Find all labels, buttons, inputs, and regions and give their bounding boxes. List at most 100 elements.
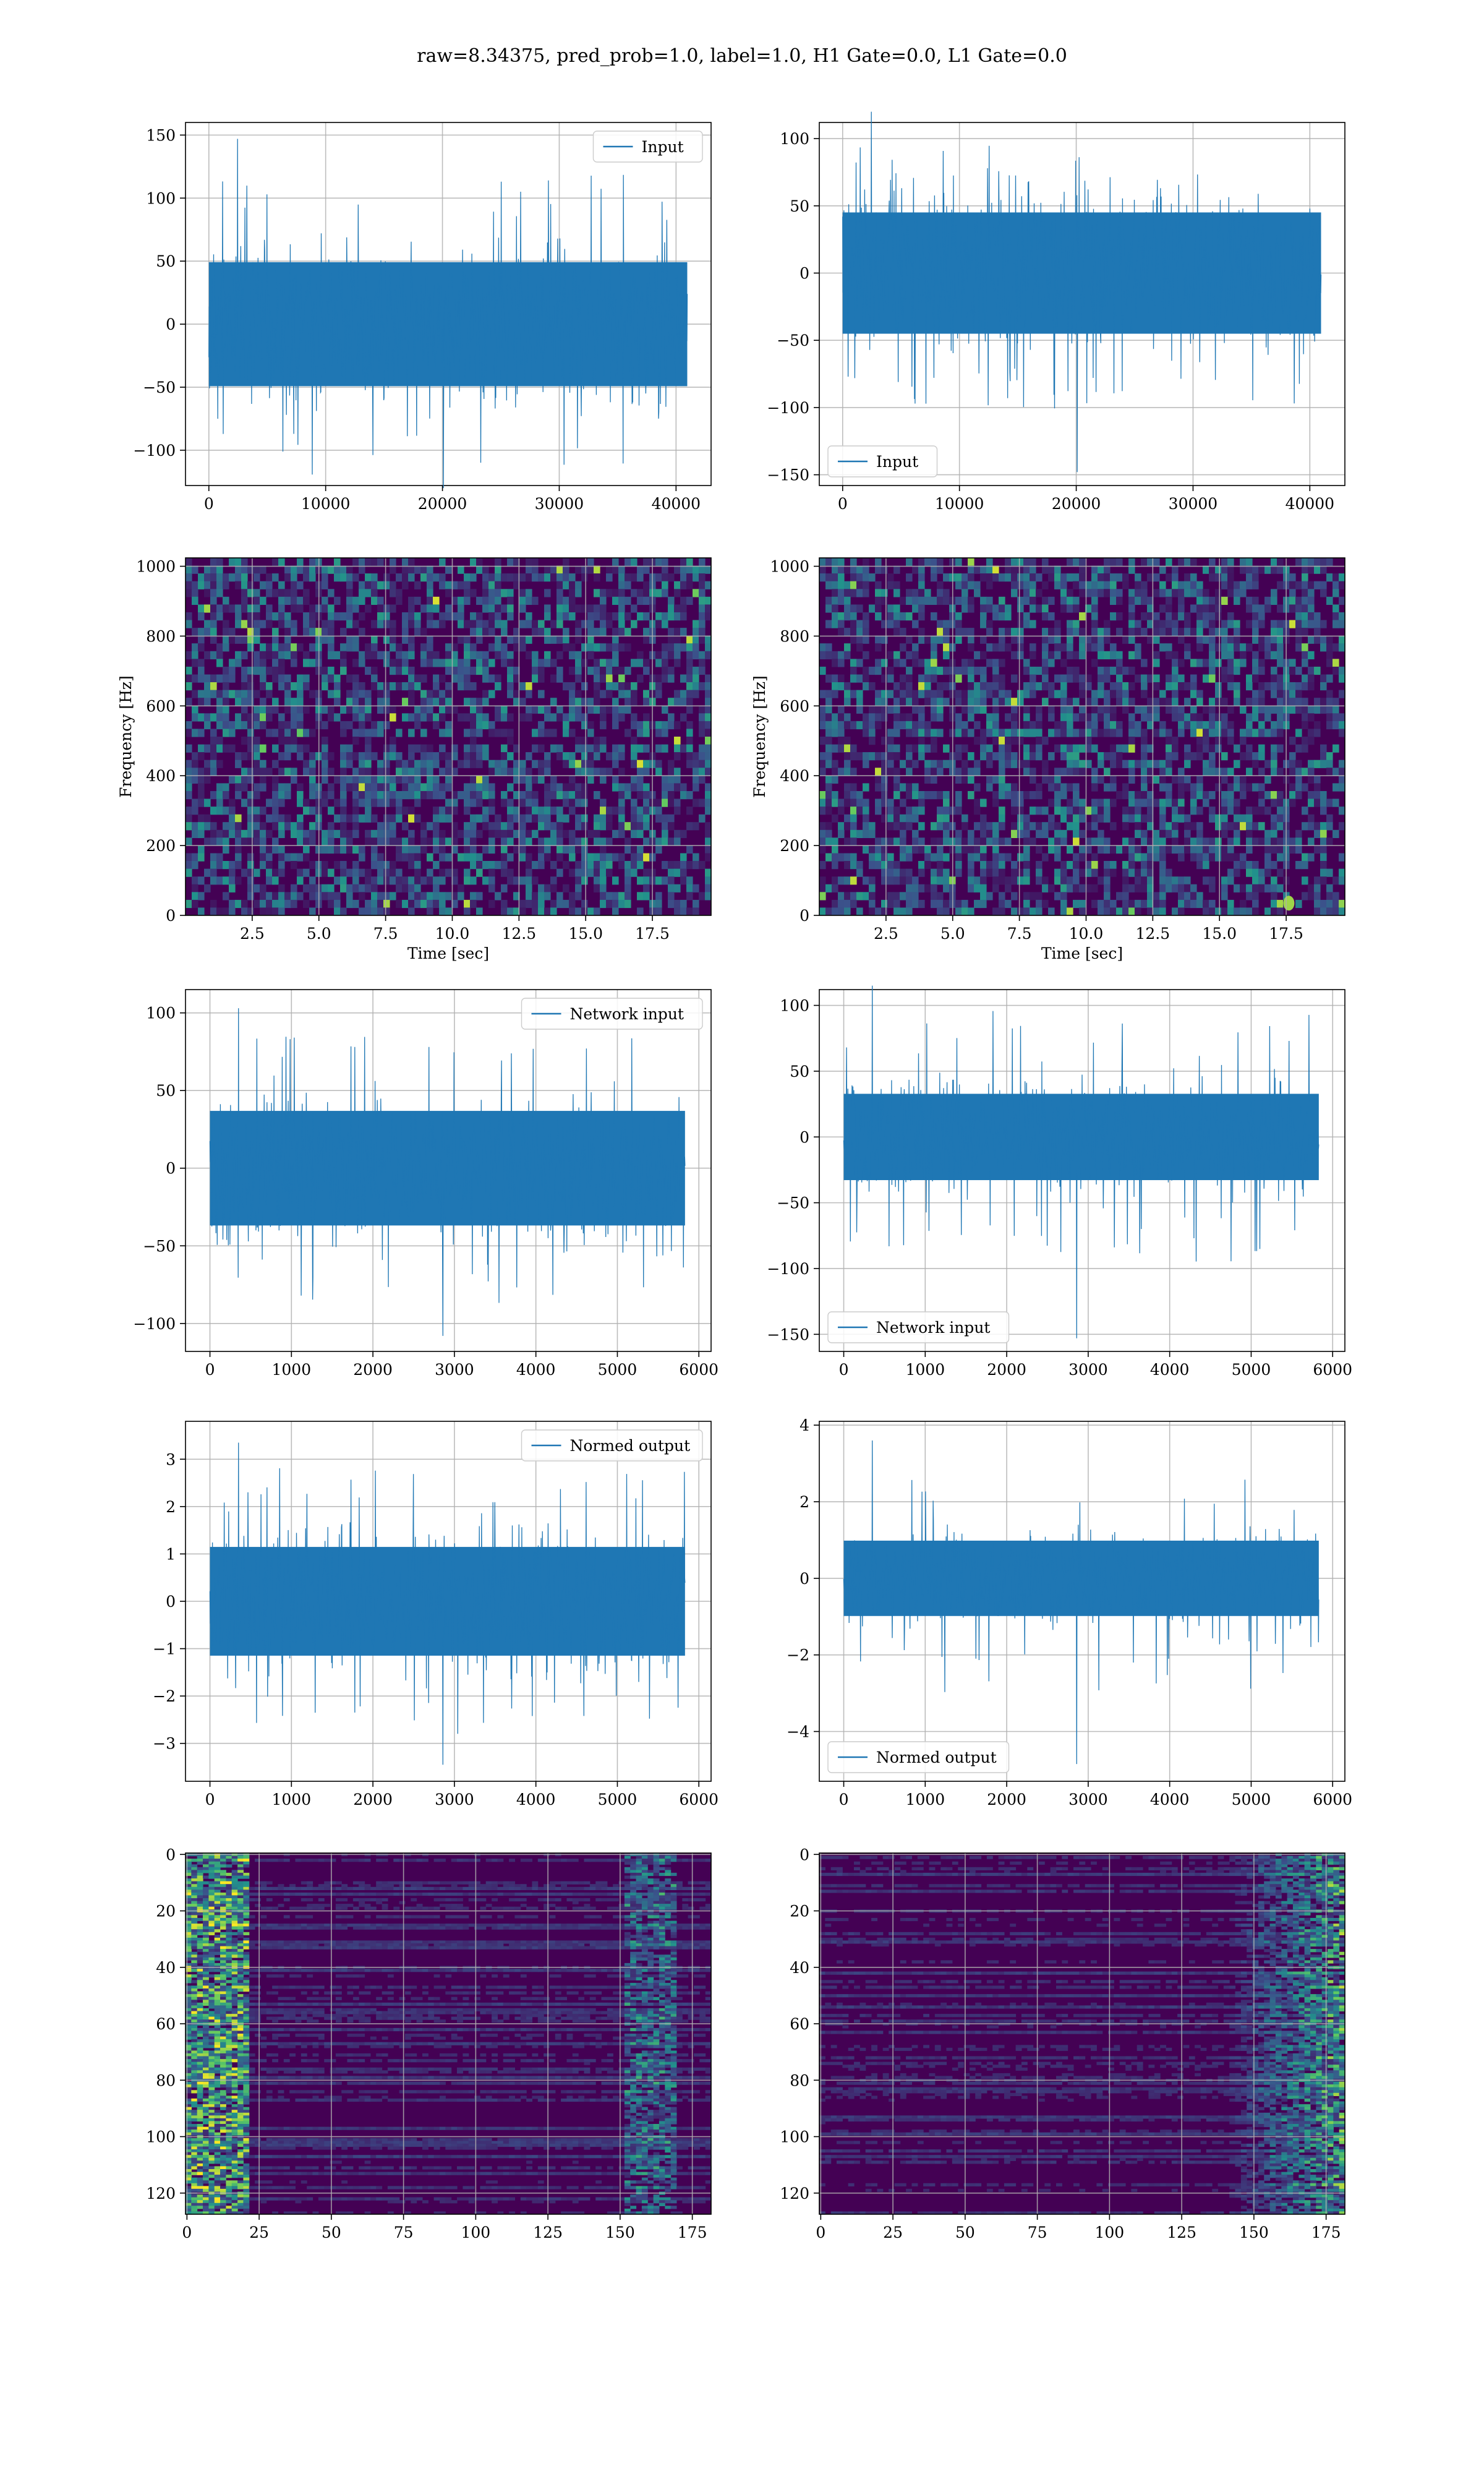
heatmap-cell (396, 651, 403, 659)
heatmap-cell (912, 884, 919, 892)
heatmap-cell (1030, 745, 1036, 753)
heatmap-cell (1098, 807, 1104, 815)
heatmap-cell (346, 884, 353, 892)
heatmap-cell (825, 690, 832, 698)
heatmap-cell (875, 907, 882, 915)
heatmap-cell (1258, 822, 1265, 830)
heatmap-cell (968, 667, 974, 675)
heatmap-cell (900, 675, 906, 683)
heatmap-cell (887, 667, 894, 675)
heatmap-cell (198, 643, 205, 651)
heatmap-cell (297, 822, 304, 830)
heatmap-cell (705, 745, 712, 753)
heatmap-cell (893, 659, 900, 667)
heatmap-cell (625, 558, 631, 566)
heatmap-cell (1135, 581, 1141, 589)
heatmap-cell (192, 776, 198, 784)
heatmap-cell (618, 783, 625, 791)
heatmap-cell (869, 884, 876, 892)
heatmap-cell (1184, 745, 1191, 753)
heatmap-cell (1209, 651, 1216, 659)
heatmap-cell (359, 721, 365, 729)
heatmap-cell (1023, 907, 1030, 915)
heatmap-cell (204, 760, 211, 768)
heatmap-cell (464, 760, 471, 768)
heatmap-cell (1128, 721, 1135, 729)
heatmap-cell (612, 745, 619, 753)
heatmap-cell (937, 628, 944, 636)
heatmap-cell (1277, 799, 1284, 807)
heatmap-cell (1203, 760, 1209, 768)
heatmap-cell (229, 659, 236, 667)
heatmap-cell (470, 721, 477, 729)
heatmap-cell (943, 900, 950, 908)
heatmap-cell (272, 659, 279, 667)
heatmap-cell (408, 636, 415, 644)
heatmap-cell (1073, 667, 1080, 675)
heatmap-cell (235, 791, 242, 799)
heatmap-cell (575, 566, 582, 574)
heatmap-cell (1036, 589, 1043, 597)
heatmap-cell (825, 698, 832, 706)
heatmap-cell (538, 760, 545, 768)
heatmap-cell (247, 581, 254, 589)
heatmap-cell (1320, 900, 1327, 908)
heatmap-cell (931, 791, 937, 799)
x-tick-label: 0 (838, 495, 848, 513)
heatmap-cell (955, 745, 962, 753)
heatmap-cell (1128, 729, 1135, 737)
heatmap-cell (495, 892, 501, 900)
heatmap-cell (974, 783, 981, 791)
heatmap-cell (850, 830, 857, 838)
heatmap-cell (693, 760, 699, 768)
heatmap-cell (819, 807, 826, 815)
heatmap-cell (1098, 581, 1104, 589)
heatmap-cell (247, 682, 254, 690)
heatmap-cell (1295, 791, 1302, 799)
heatmap-cell (501, 589, 508, 597)
heatmap-cell (266, 876, 273, 884)
heatmap-cell (284, 597, 291, 605)
heatmap-cell (1005, 737, 1012, 745)
heatmap-cell (260, 807, 267, 815)
heatmap-cell (699, 558, 706, 566)
heatmap-cell (838, 729, 845, 737)
heatmap-cell (495, 643, 501, 651)
heatmap-cell (371, 643, 378, 651)
heatmap-cell (992, 675, 999, 683)
heatmap-cell (507, 869, 514, 877)
heatmap-cell (408, 861, 415, 869)
heatmap-cell (272, 573, 279, 581)
heatmap-cell (955, 612, 962, 620)
heatmap-cell (1333, 892, 1339, 900)
heatmap-cell (637, 892, 644, 900)
heatmap-cell (328, 620, 335, 628)
heatmap-cell (1221, 791, 1228, 799)
heatmap-cell (538, 845, 545, 854)
heatmap-cell (875, 589, 882, 597)
heatmap-cell (254, 620, 260, 628)
heatmap-cell (1060, 892, 1067, 900)
heatmap-cell (1153, 760, 1160, 768)
heatmap-cell (365, 830, 372, 838)
heatmap-cell (1060, 830, 1067, 838)
heatmap-cell (1314, 822, 1321, 830)
heatmap-cell (247, 612, 254, 620)
heatmap-cell (1098, 815, 1104, 823)
heatmap-cell (1098, 682, 1104, 690)
heatmap-cell (912, 745, 919, 753)
heatmap-cell (1326, 690, 1333, 698)
heatmap-cell (924, 760, 931, 768)
heatmap-cell (1122, 837, 1129, 845)
heatmap-cell (686, 643, 693, 651)
heatmap-cell (402, 682, 409, 690)
heatmap-cell (581, 876, 588, 884)
heatmap-cell (476, 713, 483, 721)
heatmap-cell (612, 682, 619, 690)
heatmap-cell (445, 589, 452, 597)
heatmap-cell (1067, 815, 1073, 823)
heatmap-cell (458, 830, 464, 838)
heatmap-cell (1042, 807, 1049, 815)
heatmap-cell (322, 861, 328, 869)
heatmap-cell (396, 815, 403, 823)
